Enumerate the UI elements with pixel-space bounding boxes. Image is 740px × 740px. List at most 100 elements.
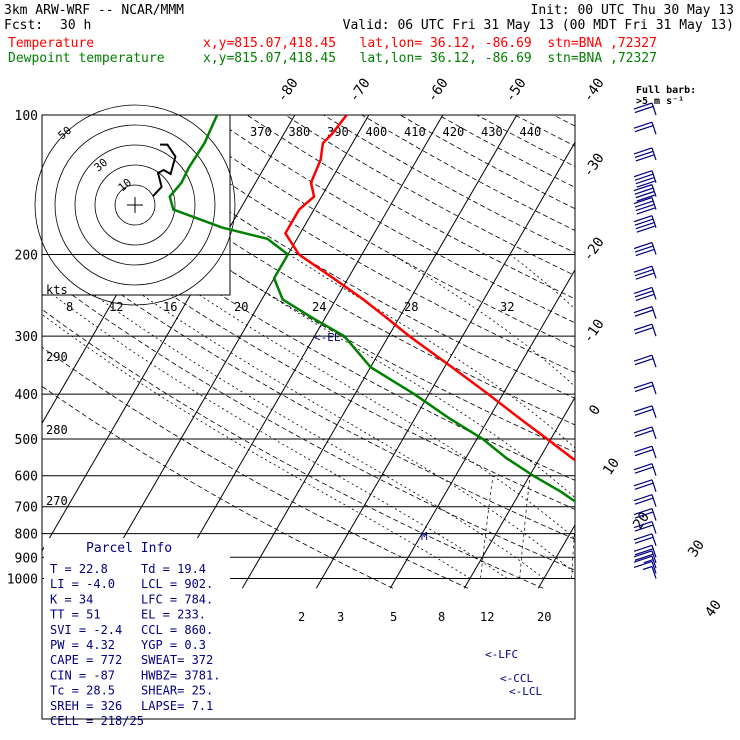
wind-barb-flag (633, 265, 653, 273)
wind-barb (633, 405, 657, 418)
hodograph-speed-label: 16 (163, 300, 177, 314)
wind-legend-units: >5 m s⁻¹ (636, 96, 684, 107)
dry-adiabat-line (42, 308, 544, 589)
wind-legend-title: Full barb: (636, 85, 696, 96)
wind-barb-flag (634, 290, 654, 298)
moist-adiabat-line (205, 254, 575, 499)
hodograph-speed-label: 32 (500, 300, 514, 314)
isotherm-line (686, 94, 740, 589)
wind-barb-flag (634, 245, 654, 253)
isotherm-label: -10 (580, 316, 608, 346)
wind-barb-flag (633, 544, 653, 552)
wind-barb (633, 306, 657, 319)
lcl-marker: <-LCL (509, 685, 542, 698)
wind-barb-flag (633, 323, 653, 331)
wind-barb-flag (633, 354, 653, 362)
moist-adiabat-line (288, 254, 575, 449)
wind-barb-flag (634, 553, 654, 561)
wind-barb-flag (634, 327, 654, 335)
isotherm-line (167, 115, 444, 589)
wind-barb (633, 323, 657, 337)
mixing-ratio-label: 3 (337, 610, 344, 624)
parcel-info-left: Tc = 28.5 (50, 684, 115, 698)
wind-barb-flag (634, 125, 654, 133)
wind-barb (633, 102, 657, 116)
dry-adiabat-line (437, 115, 575, 188)
dry-adiabat-line (246, 115, 575, 300)
wind-barb-staff (651, 287, 657, 300)
moist-adiabat-line (139, 254, 575, 540)
hodograph-speed-label: 28 (404, 300, 418, 314)
theta-label: 380 (289, 125, 311, 139)
pressure-label: 600 (15, 470, 38, 485)
pressure-label: 700 (15, 501, 38, 516)
isotherm-line (612, 94, 740, 589)
wind-barb (633, 286, 657, 302)
wind-barb-staff (651, 197, 657, 210)
parcel-info-right: Td = 19.4 (141, 562, 206, 576)
wind-barb (633, 494, 657, 507)
parcel-info-box (44, 538, 230, 718)
pressure-label: 100 (15, 109, 38, 124)
wind-barb-staff (651, 479, 657, 492)
wind-barb-flag (634, 536, 654, 544)
isotherm-label: 30 (685, 537, 708, 560)
moist-adiabat-line (392, 254, 575, 388)
temperature-trace (283, 115, 575, 462)
wind-barb-flag (634, 173, 654, 181)
wind-barb-staff (651, 215, 657, 228)
dry-adiabat-label: 280 (46, 423, 68, 437)
wind-barb-staff (651, 508, 657, 521)
wind-barb-flag (634, 548, 654, 556)
hodograph-speed-label: 20 (234, 300, 248, 314)
moist-adiabat-line (703, 255, 740, 579)
wind-barb (633, 521, 657, 534)
wind-barb-half (642, 565, 653, 571)
mixing-ratio-line (667, 476, 669, 579)
wind-barb-flag (634, 482, 654, 490)
hodograph-speed-label: 24 (312, 300, 326, 314)
model-title: 3km ARW-WRF -- NCAR/MMM (4, 3, 185, 18)
dry-adiabat-line (399, 115, 575, 210)
wind-barb-flag (636, 207, 655, 215)
lfc-marker: <-LFC (485, 648, 518, 661)
wind-barb-staff (651, 242, 657, 255)
mixing-ratio-line (725, 476, 727, 579)
wind-barb-flag (633, 215, 653, 223)
wind-barb-flag (633, 533, 653, 541)
wind-barb-flag (633, 508, 653, 516)
isotherm-line (315, 141, 575, 589)
pressure-label: 900 (15, 551, 38, 566)
wind-barb-staff (651, 533, 657, 546)
mixing-ratio-line (622, 476, 627, 579)
parcel-info-title: Parcel Info (86, 541, 172, 556)
wind-barb-flag (633, 521, 653, 529)
parcel-info-left: T = 22.8 (50, 562, 108, 576)
pressure-label: 1000 (7, 573, 38, 588)
hodograph-ring (94, 164, 176, 246)
wind-barb-flag (633, 147, 653, 155)
wind-barb-staff (651, 306, 657, 319)
theta-label: 390 (327, 125, 349, 139)
pressure-label: 800 (15, 528, 38, 543)
temperature-label: Temperature (8, 36, 95, 51)
wind-barb (633, 550, 657, 563)
wind-barb-staff (651, 521, 657, 534)
wind-barb (633, 265, 657, 280)
wind-barb-flag (635, 191, 654, 199)
wind-barb-flag (633, 102, 653, 110)
wind-barb (633, 197, 657, 215)
wind-barb-flag (635, 248, 654, 257)
mixing-ratio-label: 12 (480, 610, 494, 624)
wind-barb-flag (633, 555, 653, 563)
dry-adiabat-label: 270 (46, 494, 68, 508)
parcel-info-left: PW = 4.32 (50, 638, 115, 652)
wind-barb-flag (634, 150, 654, 158)
parcel-info-right: CCL = 860. (141, 623, 213, 637)
parcel-info-left: CAPE = 772 (50, 653, 122, 667)
wind-barb-flag (633, 426, 653, 434)
wind-barb-flag (634, 497, 654, 505)
theta-label: 410 (404, 125, 426, 139)
isotherm-line (93, 115, 370, 589)
